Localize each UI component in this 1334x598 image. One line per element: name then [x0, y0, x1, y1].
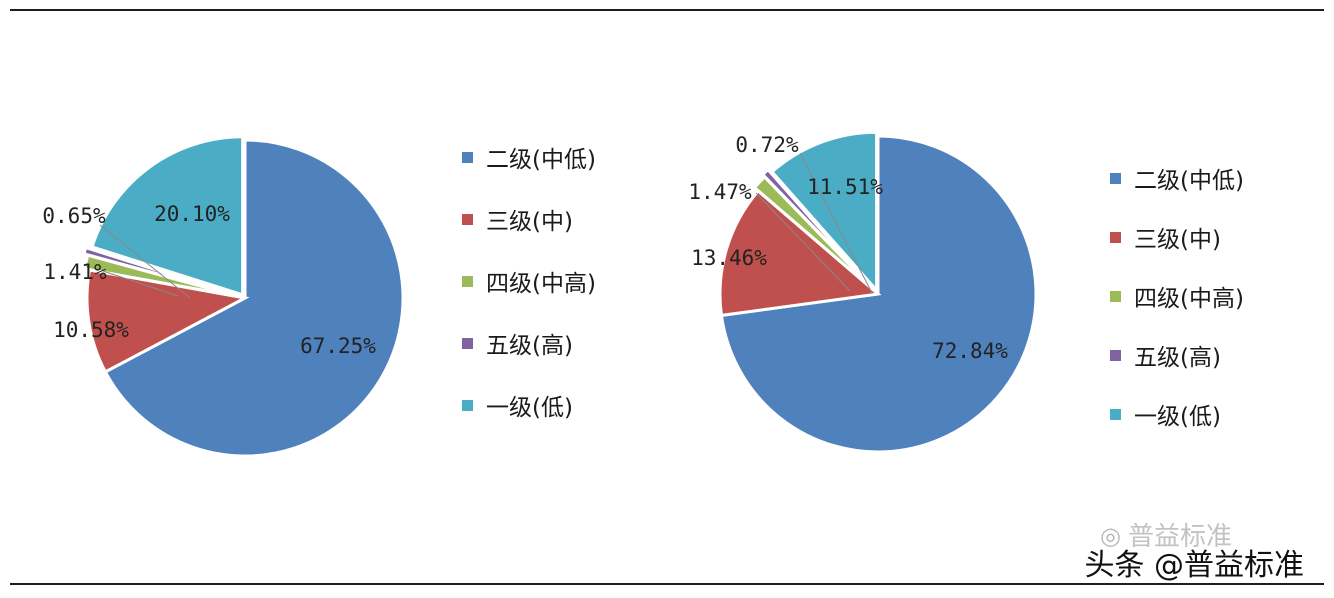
- legend-label: 一级(低): [1134, 404, 1221, 430]
- legend-right: 二级(中低) 三级(中) 四级(中高) 五级(高) 一级(低): [1110, 163, 1310, 453]
- legend-item-3: 四级(中高): [462, 266, 596, 297]
- data-label-4: 0.72%: [735, 133, 799, 157]
- legend-left: 二级(中低) 三级(中) 四级(中高) 五级(高) 一级(低): [462, 142, 662, 432]
- legend-swatch: [462, 399, 473, 411]
- data-label-3: 1.41%: [43, 260, 107, 284]
- pie-chart-right: 72.84% 13.46% 1.47% 0.72% 11.51%: [688, 130, 1038, 454]
- data-label-5: 11.51%: [807, 175, 883, 199]
- legend-item-1: 二级(中低): [1110, 163, 1244, 194]
- leader-line-3: [755, 192, 851, 292]
- data-label-2: 10.58%: [53, 318, 129, 342]
- data-label-2: 13.46%: [691, 246, 767, 270]
- legend-swatch: [462, 213, 473, 225]
- legend-label: 四级(中高): [1134, 286, 1244, 312]
- legend-swatch: [1110, 408, 1121, 420]
- pie-slice-1: [103, 138, 405, 458]
- legend-label: 二级(中低): [1134, 168, 1244, 194]
- legend-item-5: 一级(低): [462, 390, 573, 421]
- watermark-ghost: 普益标准: [1128, 522, 1233, 552]
- data-label-1: 72.84%: [932, 339, 1008, 363]
- data-label-3: 1.47%: [688, 180, 752, 204]
- pie-slice-4: [82, 245, 237, 297]
- legend-swatch: [1110, 349, 1121, 361]
- legend-item-4: 五级(高): [1110, 340, 1221, 371]
- data-label-1: 67.25%: [300, 334, 376, 358]
- top-rule: [10, 9, 1324, 11]
- pie-slice-5: [90, 135, 245, 297]
- legend-label: 五级(高): [1134, 345, 1221, 371]
- data-label-4: 0.65%: [42, 204, 106, 228]
- pie-slice-2: [718, 188, 882, 318]
- legend-swatch: [1110, 231, 1121, 243]
- legend-item-2: 三级(中): [1110, 222, 1221, 253]
- legend-label: 一级(低): [486, 395, 573, 421]
- legend-item-2: 三级(中): [462, 204, 573, 235]
- bottom-rule: [10, 583, 1324, 585]
- wechat-icon: ◎: [1100, 522, 1121, 550]
- legend-swatch: [462, 151, 473, 163]
- legend-item-1: 二级(中低): [462, 142, 596, 173]
- watermark: 头条 @普益标准: [1084, 548, 1304, 583]
- legend-item-3: 四级(中高): [1110, 281, 1244, 312]
- legend-label: 二级(中低): [486, 147, 596, 173]
- legend-swatch: [1110, 290, 1121, 302]
- legend-label: 三级(中): [1134, 227, 1221, 253]
- data-label-5: 20.10%: [154, 202, 230, 226]
- legend-swatch: [1110, 172, 1121, 184]
- legend-label: 五级(高): [486, 333, 573, 359]
- leader-line-3: [102, 270, 179, 297]
- leader-line-4: [99, 224, 191, 299]
- pie-slice-2: [85, 268, 250, 374]
- leader-line-4: [799, 152, 873, 294]
- legend-label: 四级(中高): [486, 271, 596, 297]
- pie-chart-left: 67.25% 10.58% 1.41% 0.65% 20.10%: [42, 135, 405, 458]
- legend-item-4: 五级(高): [462, 328, 573, 359]
- legend-label: 三级(中): [486, 209, 573, 235]
- legend-swatch: [462, 275, 473, 287]
- pie-slice-4: [760, 167, 874, 290]
- legend-item-5: 一级(低): [1110, 399, 1221, 430]
- legend-swatch: [462, 337, 473, 349]
